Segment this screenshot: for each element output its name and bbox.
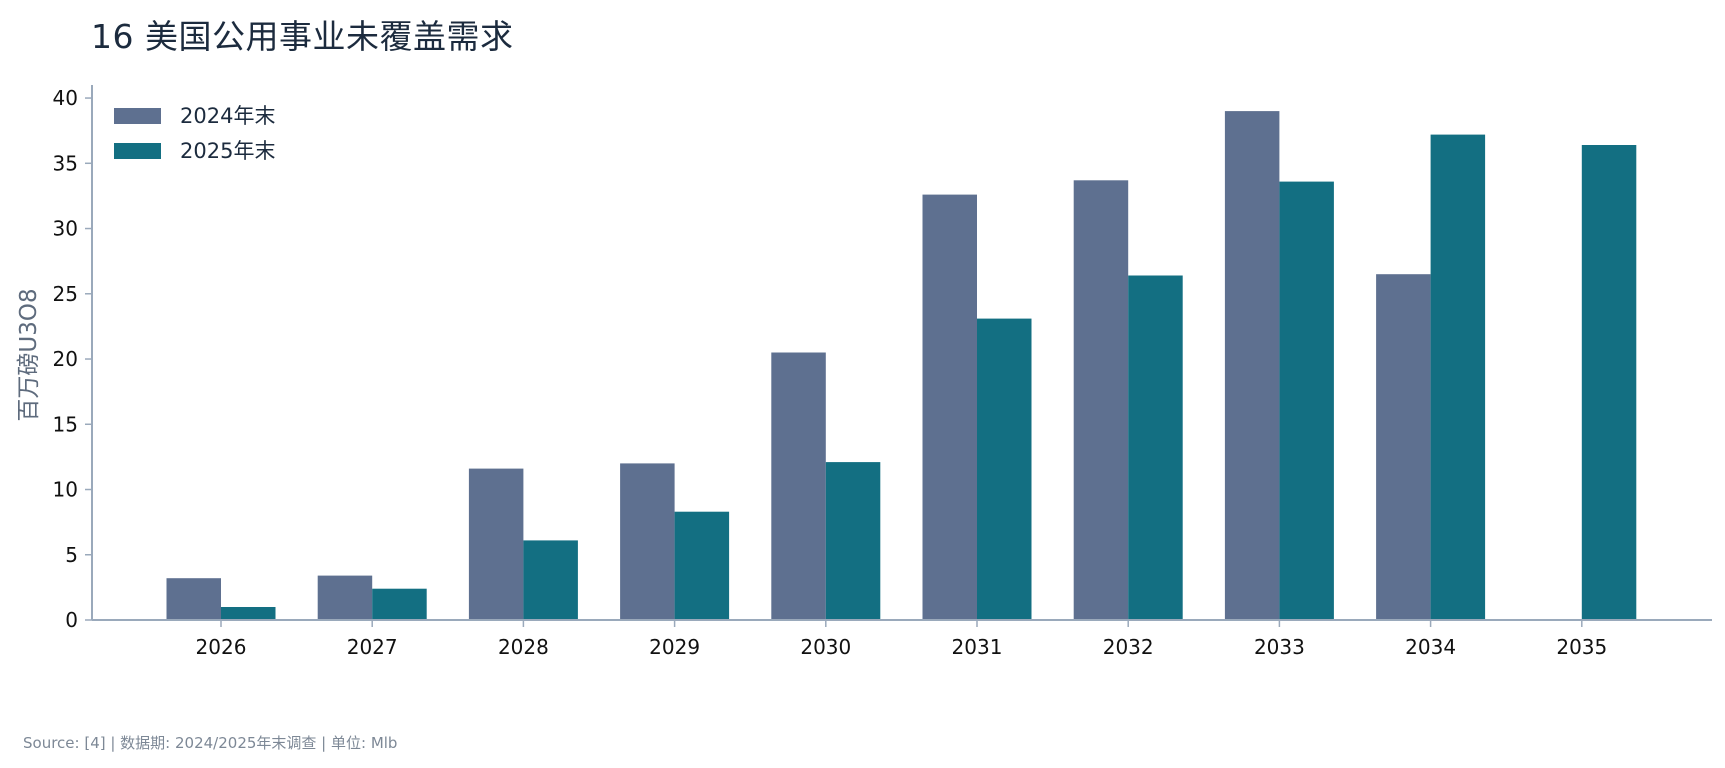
legend-swatch-2025年末 xyxy=(114,143,161,159)
legend-label-2025年末: 2025年末 xyxy=(180,139,275,163)
x-tick-label-2030: 2030 xyxy=(800,635,851,659)
x-ticks-group: 2026 2027 2028 2029 2030 2031 2032 2033 2034 2035 xyxy=(196,620,1607,659)
y-tick-label-30: 30 xyxy=(53,217,78,241)
x-tick-label-2034: 2034 xyxy=(1405,635,1456,659)
legend-label-2024年末: 2024年末 xyxy=(180,104,275,128)
bar-2025年末-2028 xyxy=(523,540,578,620)
x-tick-label-2027: 2027 xyxy=(347,635,398,659)
bar-2024年末-2034 xyxy=(1376,274,1431,620)
x-tick-label-2026: 2026 xyxy=(196,635,247,659)
chart-title: 16 美国公用事业未覆盖需求 xyxy=(91,17,514,56)
x-tick-label-2035: 2035 xyxy=(1556,635,1607,659)
axes-group xyxy=(91,85,1712,621)
y-axis-label: 百万磅U3O8 xyxy=(16,288,42,421)
y-tick-label-25: 25 xyxy=(53,282,78,306)
y-tick-label-10: 10 xyxy=(53,478,78,502)
bar-2025年末-2026 xyxy=(221,607,276,620)
y-tick-label-5: 5 xyxy=(65,543,78,567)
bar-2024年末-2033 xyxy=(1224,111,1280,620)
bar-2025年末-2030 xyxy=(825,462,881,620)
bar-2024年末-2026 xyxy=(166,578,221,620)
source-note: Source: [4] | 数据期: 2024/2025年末调查 | 单位: M… xyxy=(23,734,398,752)
bar-2025年末-2032 xyxy=(1128,275,1183,620)
bars-group xyxy=(166,111,1637,621)
legend-swatch-2024年末 xyxy=(114,108,161,124)
legend: 2024年末 2025年末 xyxy=(114,104,275,163)
y-axis-label-group: 百万磅U3O8 xyxy=(16,288,42,421)
bar-2025年末-2035 xyxy=(1581,145,1637,620)
bar-2024年末-2031 xyxy=(922,194,977,620)
bar-2024年末-2029 xyxy=(620,463,675,620)
bar-2024年末-2027 xyxy=(317,575,373,620)
bar-2024年末-2032 xyxy=(1073,180,1129,621)
y-ticks-group: 0 5 10 15 20 25 30 35 40 xyxy=(53,86,92,632)
bar-2025年末-2029 xyxy=(674,511,730,620)
x-tick-label-2029: 2029 xyxy=(649,635,700,659)
bar-2025年末-2027 xyxy=(372,588,427,620)
y-tick-label-0: 0 xyxy=(65,608,78,632)
x-tick-label-2031: 2031 xyxy=(952,635,1003,659)
y-tick-label-15: 15 xyxy=(53,412,78,436)
bar-2025年末-2034 xyxy=(1430,134,1486,620)
bar-2024年末-2028 xyxy=(468,468,524,620)
y-tick-label-35: 35 xyxy=(53,151,78,175)
x-tick-label-2032: 2032 xyxy=(1103,635,1154,659)
bar-2024年末-2030 xyxy=(771,352,826,620)
bar-2025年末-2033 xyxy=(1279,181,1334,620)
x-tick-label-2033: 2033 xyxy=(1254,635,1305,659)
x-tick-label-2028: 2028 xyxy=(498,635,549,659)
y-tick-label-20: 20 xyxy=(53,347,78,371)
bar-2025年末-2031 xyxy=(977,318,1032,620)
y-tick-label-40: 40 xyxy=(53,86,78,110)
